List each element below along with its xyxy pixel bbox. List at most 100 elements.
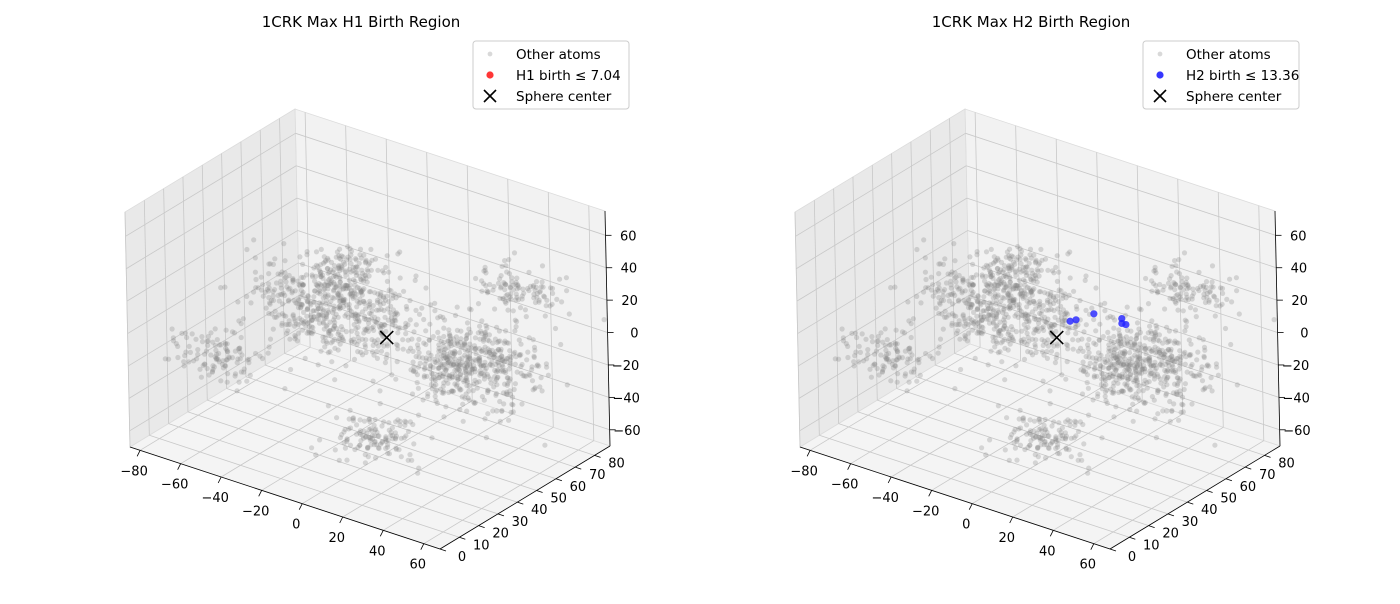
- atom-point: [492, 352, 498, 358]
- atom-point: [1209, 388, 1215, 394]
- atom-point: [513, 324, 519, 330]
- atom-point: [304, 306, 310, 312]
- atom-point: [1141, 343, 1148, 349]
- atom-point: [1151, 334, 1157, 340]
- atom-point: [326, 329, 332, 336]
- atom-point: [936, 271, 942, 277]
- atom-point: [386, 269, 392, 275]
- atom-point: [481, 363, 487, 369]
- atom-point: [355, 313, 361, 319]
- atom-point: [993, 298, 1000, 304]
- atom-point: [1003, 254, 1009, 260]
- atom-point: [331, 317, 337, 323]
- atom-point: [475, 301, 482, 307]
- atom-point: [306, 319, 312, 325]
- atom-point: [512, 317, 518, 323]
- atom-point: [1131, 342, 1137, 348]
- atom-point: [476, 346, 482, 352]
- atom-point: [316, 281, 322, 287]
- atom-point: [365, 325, 371, 331]
- atom-point: [290, 277, 296, 283]
- atom-point: [324, 294, 331, 300]
- atom-point: [1121, 351, 1127, 357]
- atom-point: [384, 253, 390, 259]
- atom-point: [209, 369, 216, 375]
- atom-point: [1023, 272, 1029, 278]
- atom-point: [993, 311, 1000, 317]
- atom-point: [362, 260, 368, 266]
- atom-point: [936, 310, 942, 317]
- atom-point: [1165, 355, 1171, 361]
- atom-point: [500, 296, 507, 302]
- atom-point: [438, 348, 444, 354]
- atom-point: [395, 330, 401, 336]
- atom-point: [995, 292, 1001, 298]
- atom-point: [279, 269, 285, 275]
- atom-point: [1013, 272, 1019, 278]
- atom-point: [276, 298, 282, 304]
- atom-point: [1160, 408, 1166, 414]
- atom-point: [1032, 260, 1038, 266]
- atom-point: [450, 362, 457, 368]
- atom-point: [544, 297, 550, 303]
- atom-point: [375, 267, 381, 273]
- atom-point: [1145, 301, 1152, 307]
- atom-point: [1119, 388, 1125, 394]
- atom-point: [988, 348, 994, 354]
- atom-point: [979, 324, 985, 330]
- atom-point: [324, 322, 330, 328]
- atom-point: [963, 321, 969, 327]
- atom-point: [1036, 317, 1042, 323]
- z-tick-label: −40: [613, 391, 640, 406]
- atom-point: [327, 349, 333, 355]
- atom-point: [513, 279, 519, 285]
- atom-point: [494, 382, 500, 388]
- atom-point: [225, 371, 231, 377]
- atom-point: [459, 394, 465, 400]
- atom-point: [1000, 310, 1006, 316]
- atom-point: [953, 279, 959, 285]
- atom-point: [323, 323, 329, 329]
- atom-point: [1059, 433, 1066, 439]
- atom-point: [1136, 361, 1143, 367]
- atom-point: [392, 435, 398, 441]
- legend-marker: [483, 89, 497, 103]
- atom-point: [1204, 363, 1210, 369]
- atom-point: [1166, 347, 1172, 353]
- atom-point: [447, 349, 454, 355]
- atom-point: [1128, 387, 1134, 393]
- y-gridline: [221, 153, 227, 389]
- atom-point: [187, 349, 193, 355]
- atom-point: [1075, 428, 1082, 435]
- atom-point: [1153, 283, 1159, 289]
- atom-point: [1177, 348, 1183, 354]
- atom-point: [224, 379, 230, 385]
- x-gridline: [1012, 413, 1183, 518]
- atom-point: [1031, 330, 1037, 336]
- atom-point: [1180, 409, 1186, 415]
- atom-point: [881, 364, 887, 370]
- atom-point: [359, 267, 365, 273]
- atom-point: [1007, 279, 1013, 285]
- atom-point: [934, 286, 940, 292]
- atom-point: [875, 333, 881, 340]
- atom-point: [354, 422, 360, 428]
- atom-point: [1129, 343, 1135, 349]
- atom-point: [486, 349, 492, 355]
- atom-point: [461, 362, 468, 369]
- atom-point: [1033, 327, 1039, 333]
- atom-point: [316, 267, 322, 273]
- atom-point: [1193, 373, 1199, 379]
- atom-point: [305, 320, 311, 326]
- atom-point: [448, 361, 454, 367]
- atom-point: [497, 276, 503, 282]
- atom-point: [960, 279, 966, 285]
- atom-point: [302, 355, 308, 361]
- atom-point: [279, 311, 285, 317]
- atom-point: [377, 401, 383, 407]
- atom-point: [258, 274, 264, 280]
- atom-point: [1109, 374, 1115, 380]
- atom-point: [358, 290, 364, 296]
- atom-point: [1077, 345, 1084, 351]
- atom-point: [894, 347, 900, 353]
